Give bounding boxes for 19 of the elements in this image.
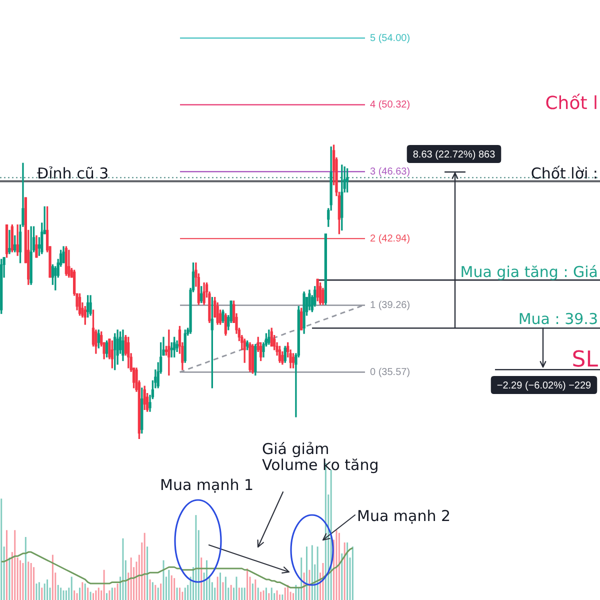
ref-line-label: Đỉnh cũ 3 [37, 164, 109, 182]
annotation: Giá giảm Volume ko tăng [262, 440, 379, 474]
ref-line-label: SL [572, 348, 599, 373]
ref-line-label: 3 (46.63) [370, 166, 410, 178]
annotation: 8.63 (22.72%) 863 [412, 149, 496, 160]
ref-line-label: 2 (42.94) [370, 233, 410, 244]
ref-line-label: 0 (35.57) [370, 366, 410, 378]
annotation: Mua mạnh 2 [357, 507, 451, 525]
annotation: Chốt lời : [530, 164, 598, 182]
candlestick [8, 230, 11, 254]
annotation: Chốt l [545, 93, 598, 114]
annotation: −2.29 (−6.02%) −229 [496, 380, 592, 392]
annotation: Mua : 39.3 [518, 310, 598, 328]
annotation: Mua mạnh 1 [160, 476, 254, 494]
ref-line-label: 5 (54.00) [370, 32, 410, 44]
candlestick [16, 224, 19, 256]
ref-line-label: 1 (39.26) [370, 300, 410, 312]
ref-line-label: 4 (50.32) [370, 100, 410, 111]
ref-line-label: Mua gia tăng : Giá [460, 263, 598, 282]
